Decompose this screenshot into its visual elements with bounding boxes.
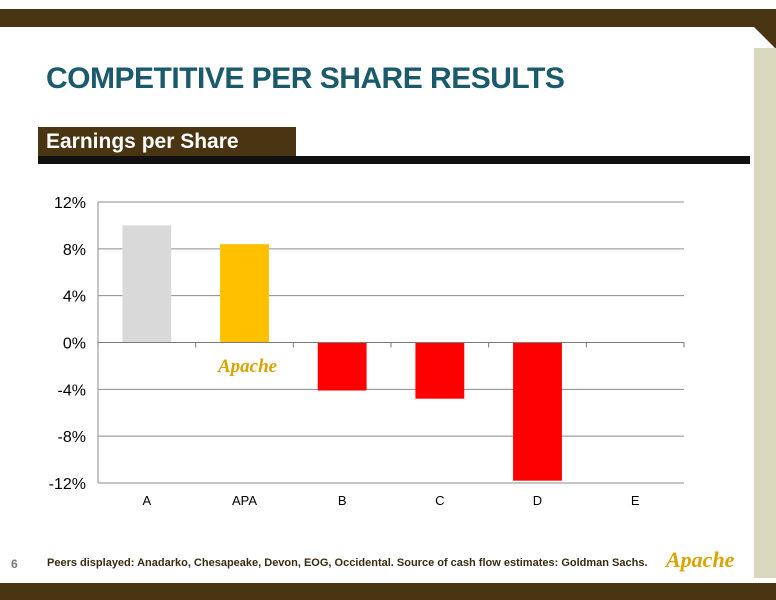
bottom-frame-bar bbox=[0, 583, 776, 600]
page-number: 6 bbox=[11, 557, 18, 571]
apache-logo-footer: Apache bbox=[666, 547, 735, 572]
y-tick-label: -4% bbox=[58, 382, 86, 399]
chart-axes bbox=[97, 202, 685, 483]
top-frame-bar bbox=[0, 9, 776, 27]
y-tick-label: -12% bbox=[49, 476, 86, 493]
x-tick-label: B bbox=[338, 493, 347, 508]
top-frame-corner bbox=[754, 27, 776, 49]
x-tick-label: C bbox=[435, 493, 444, 508]
y-tick-label: 8% bbox=[63, 242, 86, 259]
section-divider bbox=[38, 156, 750, 164]
bar bbox=[220, 244, 269, 343]
y-tick-label: -8% bbox=[58, 429, 86, 446]
x-tick-label: D bbox=[533, 493, 542, 508]
x-tick-label: APA bbox=[232, 493, 257, 508]
section-label: Earnings per Share bbox=[38, 127, 296, 157]
x-tick-label: A bbox=[142, 493, 151, 508]
bar bbox=[122, 225, 172, 343]
chart-bars bbox=[122, 225, 562, 481]
footnote: Peers displayed: Anadarko, Chesapeake, D… bbox=[47, 557, 648, 569]
apache-logo-chart: Apache bbox=[218, 356, 278, 377]
bar bbox=[317, 342, 367, 391]
y-tick-label: 0% bbox=[63, 336, 86, 353]
y-tick-label: 12% bbox=[54, 195, 86, 212]
bar bbox=[513, 342, 562, 481]
chart-labels: 12% 8% 4% 0% -4% -8% -12% A APA B C D E bbox=[49, 195, 640, 508]
y-tick-label: 4% bbox=[63, 289, 86, 306]
bar bbox=[415, 342, 465, 399]
right-frame-strip bbox=[754, 48, 776, 578]
x-tick-label: E bbox=[631, 493, 640, 508]
page-title: COMPETITIVE PER SHARE RESULTS bbox=[46, 62, 565, 95]
